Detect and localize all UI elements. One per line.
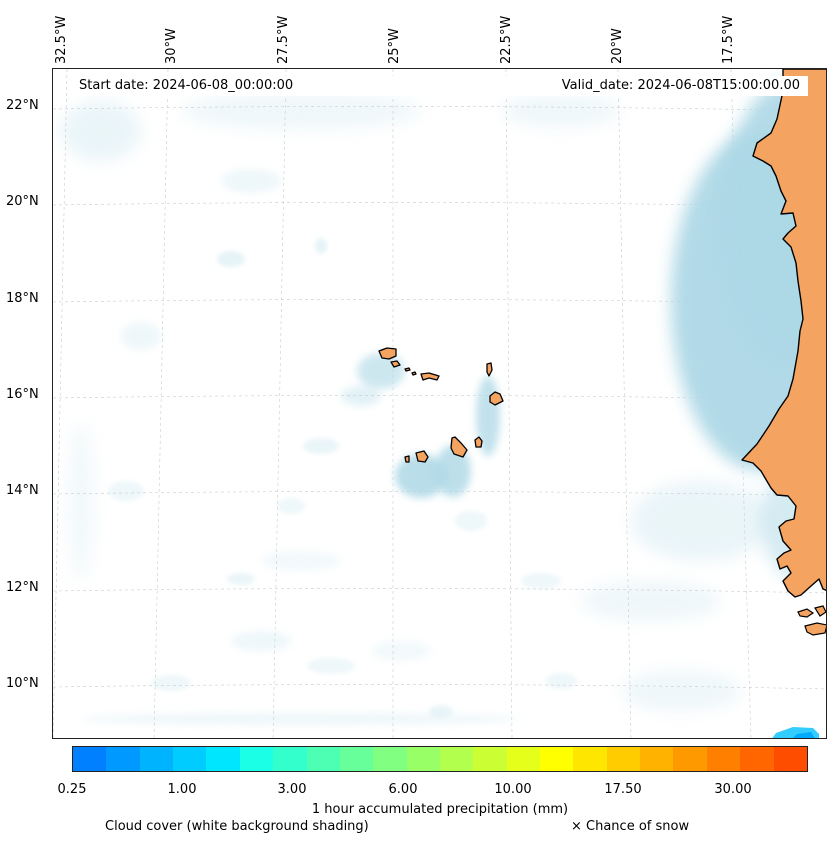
lat-label-12n: 12°N — [6, 580, 39, 595]
colorbar-segment — [306, 747, 340, 771]
africa-mainland — [741, 69, 826, 598]
lat-label-14n: 14°N — [6, 483, 39, 498]
cape-verde-islands — [378, 347, 504, 463]
cloud-cover-shading — [61, 81, 826, 725]
lon-label-20w: 20°W — [610, 28, 625, 64]
colorbar-tick-17-50: 17.50 — [604, 782, 642, 797]
lat-label-22n: 22°N — [6, 98, 39, 113]
valid-date-label: Valid_date: 2024-06-08T15:00:00.00 — [561, 78, 800, 93]
lat-label-20n: 20°N — [6, 194, 39, 209]
colorbar-segment — [139, 747, 174, 771]
colorbar-segment — [706, 747, 741, 771]
coastal-islands — [797, 605, 826, 636]
colorbar-segment — [573, 747, 607, 771]
colorbar-segment — [273, 747, 307, 771]
colorbar-segment — [239, 747, 274, 771]
colorbar-title: 1 hour accumulated precipitation (mm) — [311, 802, 569, 817]
lon-label-25w: 25°W — [387, 28, 402, 64]
colorbar-tick-10-00: 10.00 — [494, 782, 532, 797]
colorbar-segment — [506, 747, 541, 771]
colorbar-segment — [339, 747, 374, 771]
colorbar-segment — [773, 747, 807, 771]
colorbar-segment — [740, 747, 774, 771]
colorbar-tick-3-00: 3.00 — [277, 782, 307, 797]
colorbar-segment — [406, 747, 440, 771]
colorbar-segment — [206, 747, 240, 771]
colorbar-segment — [173, 747, 207, 771]
lon-label-27-5w: 27.5°W — [276, 15, 291, 64]
precipitation-colorbar — [72, 746, 808, 772]
colorbar-segment — [106, 747, 140, 771]
colorbar-tick-1-00: 1.00 — [167, 782, 197, 797]
snow-chance-legend: × Chance of snow — [571, 819, 690, 834]
colorbar-segment — [640, 747, 674, 771]
colorbar-segment — [540, 747, 574, 771]
colorbar-tick-0-25: 0.25 — [57, 782, 87, 797]
lon-label-22-5w: 22.5°W — [499, 15, 514, 64]
lat-label-16n: 16°N — [6, 387, 39, 402]
colorbar-segment — [606, 747, 641, 771]
colorbar-tick-6-00: 6.00 — [388, 782, 418, 797]
colorbar-tick-30-00: 30.00 — [714, 782, 752, 797]
lon-label-17-5w: 17.5°W — [721, 15, 736, 64]
colorbar-segment — [439, 747, 474, 771]
start-date-label: Start date: 2024-06-08_00:00:00 — [79, 78, 294, 93]
cloud-cover-legend: Cloud cover (white background shading) — [105, 819, 369, 834]
lon-label-30w: 30°W — [164, 28, 179, 64]
precipitation-patch — [772, 727, 819, 738]
colorbar-segment — [73, 747, 107, 771]
map-canvas — [53, 69, 826, 738]
info-header: Start date: 2024-06-08_00:00:00 Valid_da… — [72, 76, 808, 96]
map-panel — [52, 68, 827, 739]
colorbar-segment — [473, 747, 507, 771]
lat-label-18n: 18°N — [6, 291, 39, 306]
lat-label-10n: 10°N — [6, 676, 39, 691]
colorbar-segment — [673, 747, 707, 771]
lon-label-32-5w: 32.5°W — [54, 15, 69, 64]
colorbar-segment — [373, 747, 407, 771]
